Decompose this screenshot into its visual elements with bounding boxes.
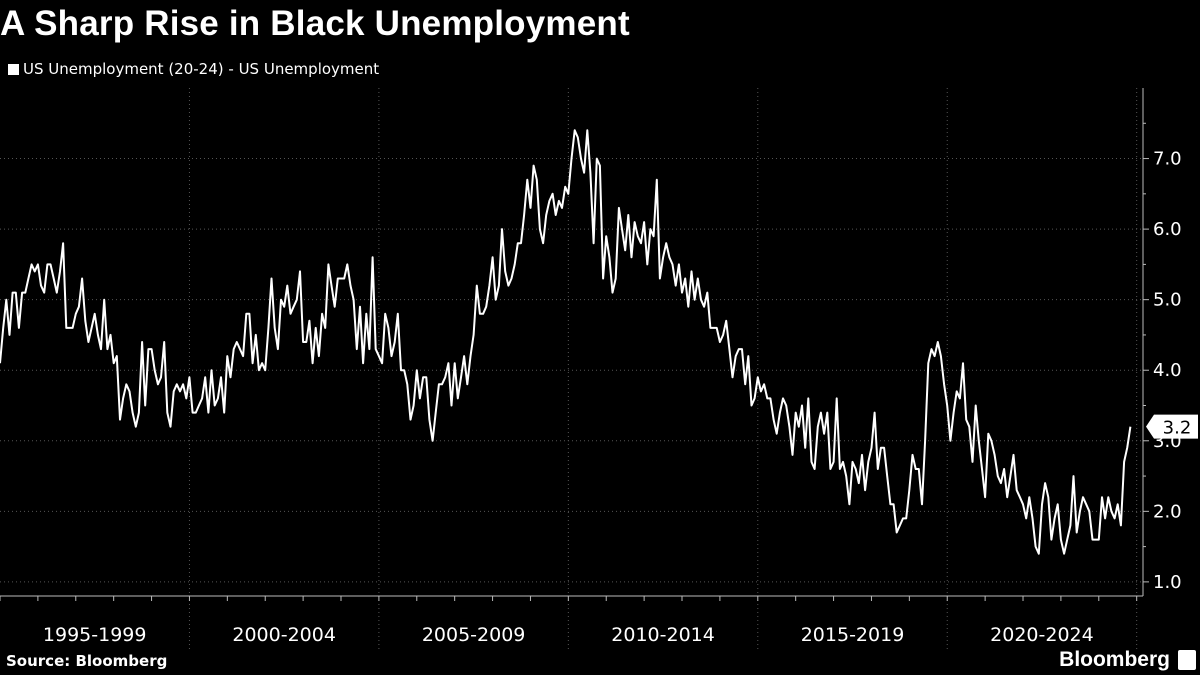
x-period-label: 1995-1999 — [43, 624, 147, 646]
y-tick-label: 7.0 — [1153, 149, 1182, 170]
legend-swatch — [8, 63, 19, 75]
bloomberg-terminal-icon — [1178, 650, 1196, 670]
x-period-label: 2015-2019 — [801, 624, 905, 646]
source-note: Source: Bloomberg — [6, 652, 168, 670]
x-period-label: 2010-2014 — [611, 624, 715, 646]
y-tick-label: 2.0 — [1153, 501, 1182, 522]
x-period-label: 2020-2024 — [990, 624, 1094, 646]
chart-title: A Sharp Rise in Black Unemployment — [0, 4, 630, 43]
y-tick-label: 6.0 — [1153, 219, 1182, 240]
x-period-label: 2005-2009 — [422, 624, 526, 646]
last-value-label: 3.2 — [1163, 418, 1192, 439]
series-line — [0, 129, 1132, 555]
bloomberg-logo: Bloomberg — [1059, 648, 1170, 671]
legend-label: US Unemployment (20-24) - US Unemploymen… — [23, 60, 380, 78]
last-value-flag — [1146, 414, 1198, 439]
y-tick-label: 5.0 — [1153, 290, 1182, 311]
y-tick-label: 4.0 — [1153, 360, 1182, 381]
y-tick-label: 1.0 — [1153, 572, 1182, 593]
x-period-label: 2000-2004 — [232, 624, 336, 646]
legend: US Unemployment (20-24) - US Unemploymen… — [8, 60, 379, 78]
